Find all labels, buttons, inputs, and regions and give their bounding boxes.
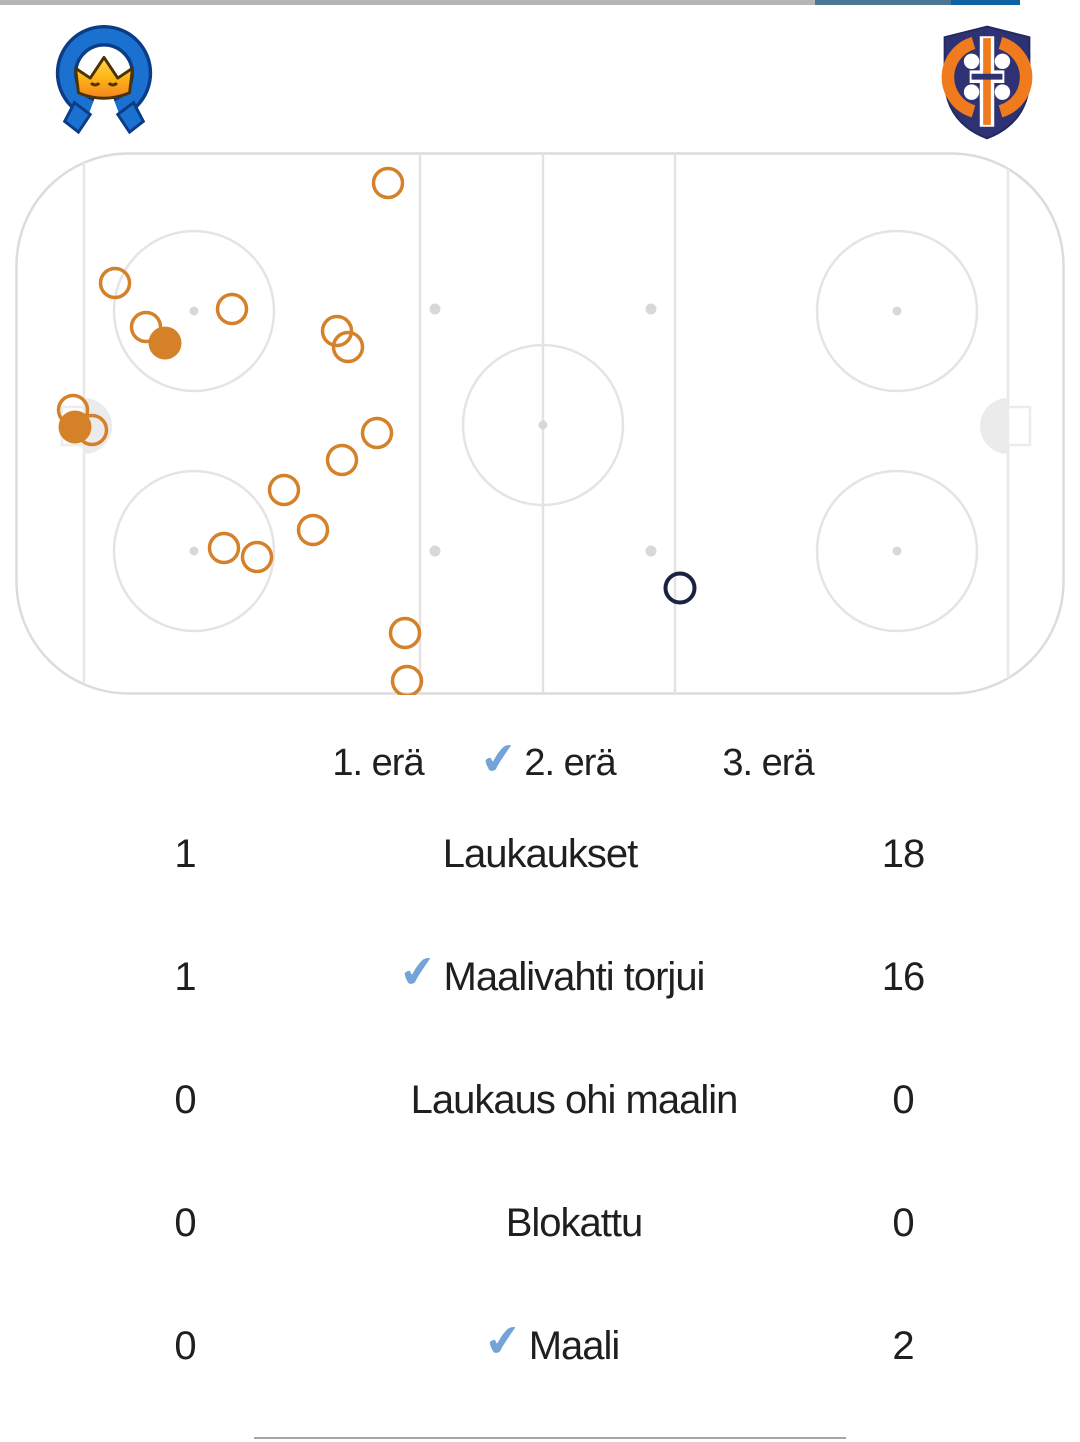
tab-period-1[interactable]: ✔ 1. erä xyxy=(332,742,424,785)
shot-marker-away-save xyxy=(215,292,249,326)
shot-layer xyxy=(56,166,697,695)
faceoff-circles xyxy=(112,229,979,633)
shot-marker-away-save xyxy=(388,616,422,650)
shot-marker-away-save xyxy=(331,330,365,364)
stat-row-shots[interactable]: 1 ✔ Laukaukset 18 xyxy=(0,832,1080,884)
faceoff-dots xyxy=(189,303,902,557)
away-value: 0 xyxy=(892,1078,914,1122)
away-value: 2 xyxy=(892,1324,914,1368)
shot-marker-away-save xyxy=(267,473,301,507)
stat-label: Maalivahti torjui xyxy=(443,955,706,999)
shot-marker-away-save xyxy=(75,413,109,447)
home-value: 0 xyxy=(174,1078,196,1122)
rink-shot-map xyxy=(15,152,1065,695)
goal-crease-right xyxy=(980,398,1008,454)
shot-marker-away-save xyxy=(360,416,394,450)
shot-marker-away-save xyxy=(98,266,132,300)
section-divider xyxy=(254,1437,846,1439)
goal-net-right xyxy=(1006,405,1032,447)
stat-label: Maali xyxy=(528,1324,621,1368)
stat-label: Laukaus ohi maalin xyxy=(410,1078,739,1122)
progress-segment-elapsed xyxy=(0,0,815,5)
away-team-logo-tappara xyxy=(934,16,1040,148)
stat-row-goals[interactable]: 0 ✔ Maali 2 xyxy=(0,1314,1080,1376)
shot-marker-away-save xyxy=(129,310,163,344)
home-value: 1 xyxy=(174,955,196,999)
check-icon: ✔ xyxy=(482,1314,524,1369)
shot-marker-away-save xyxy=(325,443,359,477)
tab-period-2[interactable]: ✔ 2. erä xyxy=(478,732,617,786)
tab-label: 1. erä xyxy=(332,742,424,784)
progress-segment-period-3 xyxy=(951,0,1020,5)
tab-label: 3. erä xyxy=(722,742,814,784)
tab-period-3[interactable]: ✔ 3. erä xyxy=(722,742,814,785)
home-team-logo-lukko xyxy=(45,22,163,142)
home-value: 0 xyxy=(174,1201,196,1245)
check-icon: ✔ xyxy=(477,732,519,787)
stat-label: Blokattu xyxy=(505,1201,644,1245)
shot-marker-away-save xyxy=(240,540,274,574)
away-value: 18 xyxy=(881,832,925,876)
home-value: 0 xyxy=(174,1324,196,1368)
shot-marker-away-save xyxy=(371,166,405,200)
shot-marker-away-save xyxy=(320,314,354,348)
shot-marker-away-save xyxy=(207,531,241,565)
tappara-shield-axes-icon xyxy=(941,25,1033,140)
stat-row-blocked[interactable]: 0 ✔ Blokattu 0 xyxy=(0,1201,1080,1253)
stat-row-goalie-saves[interactable]: 1 ✔ Maalivahti torjui 16 xyxy=(0,945,1080,1007)
period-tab-row: ✔ 1. erä ✔ 2. erä ✔ 3. erä xyxy=(0,732,1080,792)
away-value: 16 xyxy=(881,955,925,999)
stat-label: Laukaukset xyxy=(442,832,639,876)
away-value: 0 xyxy=(892,1201,914,1245)
tab-label: 2. erä xyxy=(524,742,616,784)
progress-segment-period-2 xyxy=(815,0,951,5)
shot-marker-away-save xyxy=(390,664,424,695)
check-icon: ✔ xyxy=(397,945,439,1000)
progress-bar xyxy=(0,0,1080,5)
home-value: 1 xyxy=(174,832,196,876)
shot-marker-away-save xyxy=(296,513,330,547)
shot-marker-away-goal xyxy=(148,326,182,360)
shot-marker-home-save xyxy=(663,571,697,605)
goal-crease-left xyxy=(84,398,112,454)
stat-row-shots-missed[interactable]: 0 ✔ Laukaus ohi maalin 0 xyxy=(0,1078,1080,1130)
progress-segment-remaining xyxy=(1020,0,1080,5)
lukko-crown-horseshoe-icon xyxy=(55,24,153,142)
